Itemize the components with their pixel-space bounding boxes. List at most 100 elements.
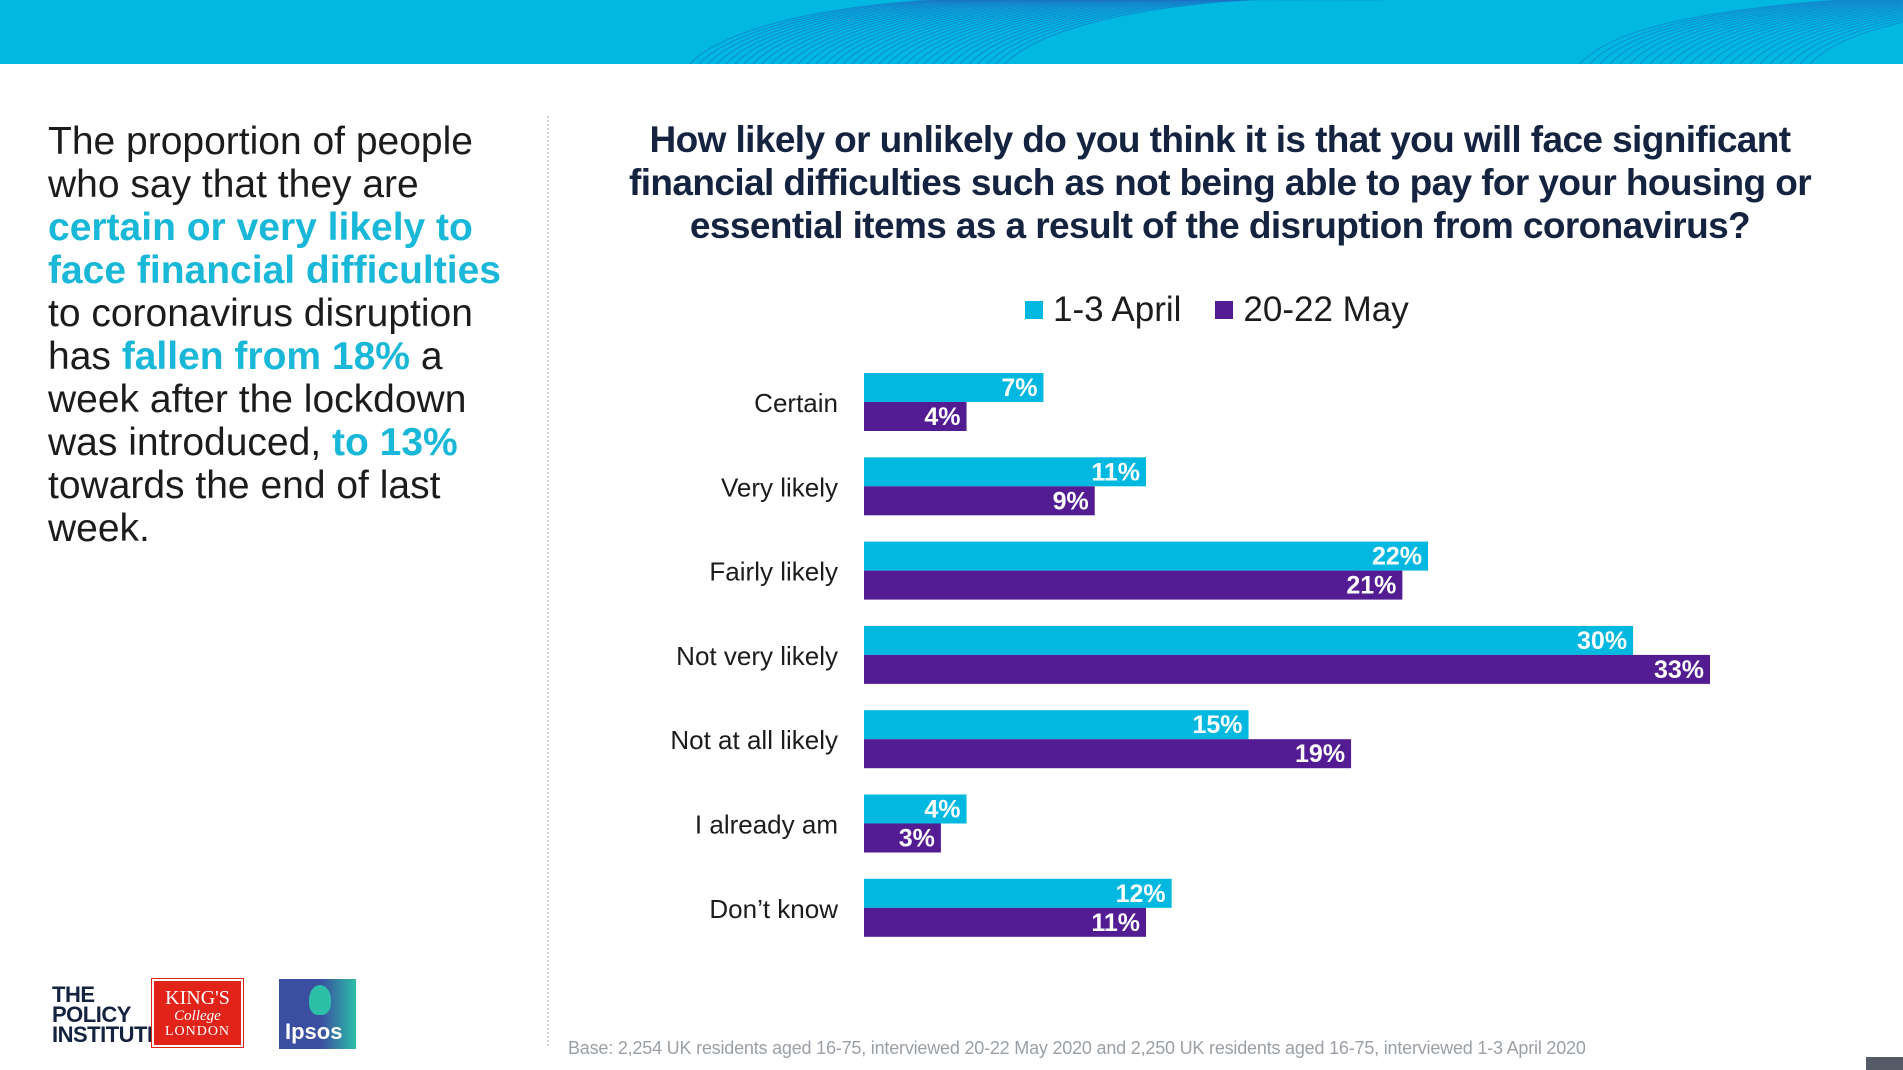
- banner-wave-line: [887, 0, 1268, 64]
- banner-wave-line: [1709, 5, 1903, 64]
- summary-part-2: to coronavirus disruption has: [48, 292, 473, 378]
- bar-april: [864, 457, 1146, 487]
- data-label: 33%: [1654, 656, 1704, 684]
- category-label: Very likely: [721, 472, 838, 502]
- banner-wave-line: [815, 0, 1196, 64]
- data-label: 22%: [1372, 543, 1422, 571]
- banner-wave-line: [1639, 0, 1901, 64]
- bar-april: [864, 710, 1249, 740]
- banner-wave-line: [698, 0, 1079, 64]
- banner-wave-line: [860, 0, 1241, 64]
- banner-wave-line: [806, 0, 1187, 64]
- data-label: 3%: [899, 825, 935, 853]
- summary-part-1: The proportion of people who say that th…: [48, 120, 473, 206]
- policy-logo-line-3: INSTITUTE: [52, 1022, 162, 1047]
- kings-logo-line-3: LONDON: [164, 1024, 231, 1039]
- banner-wave-line: [788, 0, 1169, 64]
- banner-wave-line: [851, 0, 1232, 64]
- data-label: 15%: [1192, 711, 1242, 739]
- banner-wave-line: [986, 0, 1367, 64]
- banner-wave-line: [1679, 2, 1903, 64]
- policy-logo-line-1: THE: [52, 982, 95, 1007]
- bar-may: [864, 402, 967, 431]
- banner-wave-line: [905, 0, 1286, 64]
- banner-wave-line: [779, 0, 1160, 64]
- chart-title: How likely or unlikely do you think it i…: [628, 119, 1812, 246]
- banner-wave-line: [1809, 21, 1903, 64]
- ipsos-head-icon: [309, 985, 331, 1015]
- bar-may: [864, 486, 1095, 516]
- banner-wave-line: [797, 0, 1178, 64]
- summary-part-4: towards the end of last week.: [48, 464, 441, 550]
- top-banner: [0, 0, 1903, 64]
- banner-wave-line: [743, 0, 1124, 64]
- banner-wave-line: [1609, 0, 1871, 64]
- banner-wave-line: [923, 0, 1304, 64]
- banner-wave-line: [1589, 0, 1851, 64]
- banner-wave-line: [716, 0, 1097, 64]
- banner-wave-line: [896, 0, 1277, 64]
- banner-wave-line: [959, 0, 1340, 64]
- banner-wave-line: [1699, 4, 1903, 64]
- bar-april: [864, 878, 1172, 908]
- ipsos-logo-text: Ipsos: [285, 1019, 343, 1044]
- banner-wave-line: [932, 0, 1313, 64]
- banner-wave-line: [1579, 0, 1841, 64]
- data-label: 4%: [924, 403, 960, 431]
- banner-wave-line: [1004, 0, 1385, 64]
- data-label: 21%: [1346, 572, 1396, 600]
- banner-wave-line: [1629, 0, 1891, 64]
- banner-wave-line: [977, 0, 1358, 64]
- chart-legend: 1-3 April 20-22 May: [1025, 290, 1443, 330]
- bar-may: [864, 907, 1146, 937]
- banner-wave-line: [824, 0, 1205, 64]
- policy-institute-logo: THE POLICY INSTITUTE: [52, 982, 162, 1047]
- banner-wave-line: [995, 0, 1376, 64]
- banner-wave-line: [950, 0, 1331, 64]
- legend-item-may: 20-22 May: [1215, 290, 1409, 330]
- banner-wave-line: [833, 0, 1214, 64]
- banner-wave-line: [878, 0, 1259, 64]
- category-label: Not at all likely: [670, 725, 838, 755]
- banner-wave-line: [1769, 13, 1903, 64]
- bar-may: [864, 654, 1710, 684]
- banner-wave-line: [842, 0, 1223, 64]
- data-label: 30%: [1577, 627, 1627, 655]
- category-label: Fairly likely: [709, 557, 838, 587]
- banner-wave-line: [1649, 0, 1903, 64]
- legend-item-april: 1-3 April: [1025, 290, 1181, 330]
- summary-highlight-2: fallen from 18%: [121, 335, 410, 378]
- banner-wave-line: [1789, 17, 1903, 64]
- data-label: 7%: [1001, 374, 1037, 402]
- banner-wave-line: [1779, 15, 1903, 64]
- banner-wave-line: [752, 0, 1133, 64]
- banner-wave-line: [1799, 19, 1903, 64]
- legend-swatch-april: [1025, 301, 1043, 319]
- banner-wave-line: [734, 0, 1115, 64]
- banner-wave-line: [761, 0, 1142, 64]
- footnote: Base: 2,254 UK residents aged 16-75, int…: [568, 1038, 1586, 1058]
- data-label: 4%: [924, 796, 960, 824]
- banner-wave-line: [1599, 0, 1861, 64]
- banner-wave-line: [1659, 0, 1903, 64]
- summary-part-3: a week after the lockdown was introduced…: [48, 335, 467, 464]
- bar-may: [864, 823, 941, 853]
- banner-wave-line: [689, 0, 1070, 64]
- banner-wave-line: [1729, 7, 1903, 64]
- bar-april: [864, 625, 1634, 655]
- data-label: 19%: [1295, 740, 1345, 768]
- legend-label-april: 1-3 April: [1053, 290, 1182, 329]
- banner-wave-line: [1759, 12, 1903, 64]
- bar-may: [864, 570, 1403, 600]
- corner-tab: [1866, 1057, 1903, 1070]
- data-label: 9%: [1053, 487, 1089, 515]
- data-label: 11%: [1091, 458, 1140, 486]
- category-label: Not very likely: [676, 641, 838, 671]
- banner-wave-line: [707, 0, 1088, 64]
- data-label: 12%: [1116, 880, 1166, 908]
- vertical-divider: [547, 116, 549, 1046]
- category-label: Certain: [754, 388, 838, 418]
- category-label: I already am: [695, 810, 838, 840]
- category-label: Don’t know: [709, 894, 838, 924]
